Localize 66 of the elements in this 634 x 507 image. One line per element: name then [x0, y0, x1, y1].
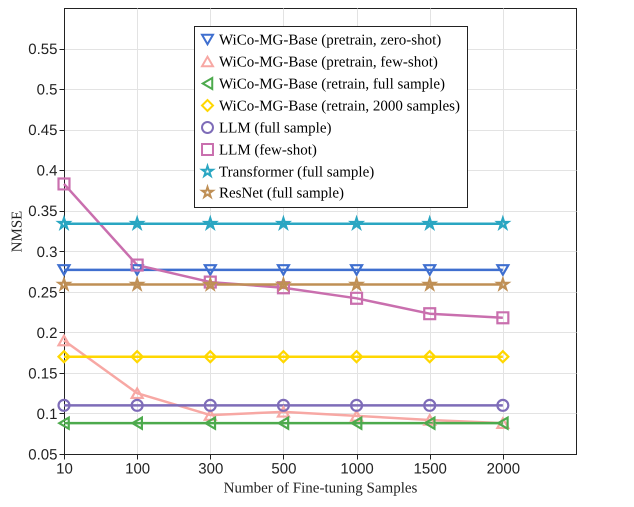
legend-label: ResNet (full sample) — [219, 186, 344, 202]
x-tick-label: 10 — [56, 460, 73, 478]
y-tick-label: 0.5 — [36, 82, 58, 99]
y-tick-label: 0.3 — [36, 244, 58, 261]
x-tick-label: 100 — [125, 460, 150, 478]
point — [130, 264, 144, 276]
point — [350, 410, 364, 422]
point — [130, 387, 144, 400]
point — [204, 264, 217, 276]
point — [350, 292, 364, 305]
legend-label: WiCo-MG-Base (pretrain, few-shot) — [219, 54, 438, 70]
point — [276, 406, 290, 418]
point — [423, 414, 436, 426]
y-tick-label: 0.4 — [36, 162, 58, 180]
point — [496, 264, 510, 276]
point — [204, 350, 217, 364]
point — [423, 264, 436, 276]
legend-label: WiCo-MG-Base (retrain, full sample) — [219, 76, 445, 92]
x-tick-label: 500 — [271, 460, 296, 478]
point — [204, 398, 217, 412]
x-tick-label: 300 — [198, 460, 224, 478]
point — [496, 350, 510, 364]
y-tick-label: 0.35 — [28, 203, 58, 220]
point — [276, 264, 290, 276]
legend-label: WiCo-MG-Base (retrain, 2000 samples) — [219, 98, 460, 114]
legend-label: LLM (full sample) — [219, 120, 332, 136]
y-tick-label: 0.05 — [28, 446, 58, 464]
point — [350, 264, 364, 276]
point — [57, 177, 71, 191]
y-axis-title: NMSE — [9, 210, 26, 252]
legend-label: Transformer (full sample) — [219, 164, 374, 180]
point — [58, 416, 70, 430]
point — [57, 334, 71, 346]
point — [496, 311, 510, 324]
point — [130, 398, 144, 412]
point — [130, 350, 144, 364]
point — [496, 398, 510, 412]
point — [350, 416, 362, 430]
point — [278, 416, 290, 430]
point — [204, 416, 216, 430]
point — [130, 258, 144, 272]
x-tick-label: 1000 — [340, 460, 374, 478]
y-tick-label: 0.2 — [36, 324, 58, 342]
y-tick-label: 0.15 — [28, 365, 58, 382]
point — [57, 398, 71, 412]
point — [57, 264, 71, 276]
point — [350, 350, 364, 364]
point — [423, 398, 436, 412]
x-axis-title: Number of Fine-tuning Samples — [224, 480, 418, 496]
y-tick-label: 0.45 — [28, 122, 58, 140]
point — [423, 350, 436, 364]
legend-label: LLM (few-shot) — [219, 142, 317, 158]
legend-label: WiCo-MG-Base (pretrain, zero-shot) — [219, 32, 442, 48]
point — [424, 416, 436, 430]
point — [276, 398, 290, 412]
y-tick-label: 0.1 — [36, 406, 58, 423]
y-tick-label: 0.55 — [28, 41, 58, 58]
point — [204, 409, 217, 421]
point — [423, 307, 436, 320]
x-tick-label: 1500 — [414, 460, 447, 478]
point — [350, 398, 364, 412]
point — [57, 350, 71, 364]
y-tick-label: 0.25 — [28, 284, 58, 302]
point — [276, 350, 290, 364]
point — [131, 416, 143, 430]
x-tick-label: 2000 — [486, 460, 520, 478]
